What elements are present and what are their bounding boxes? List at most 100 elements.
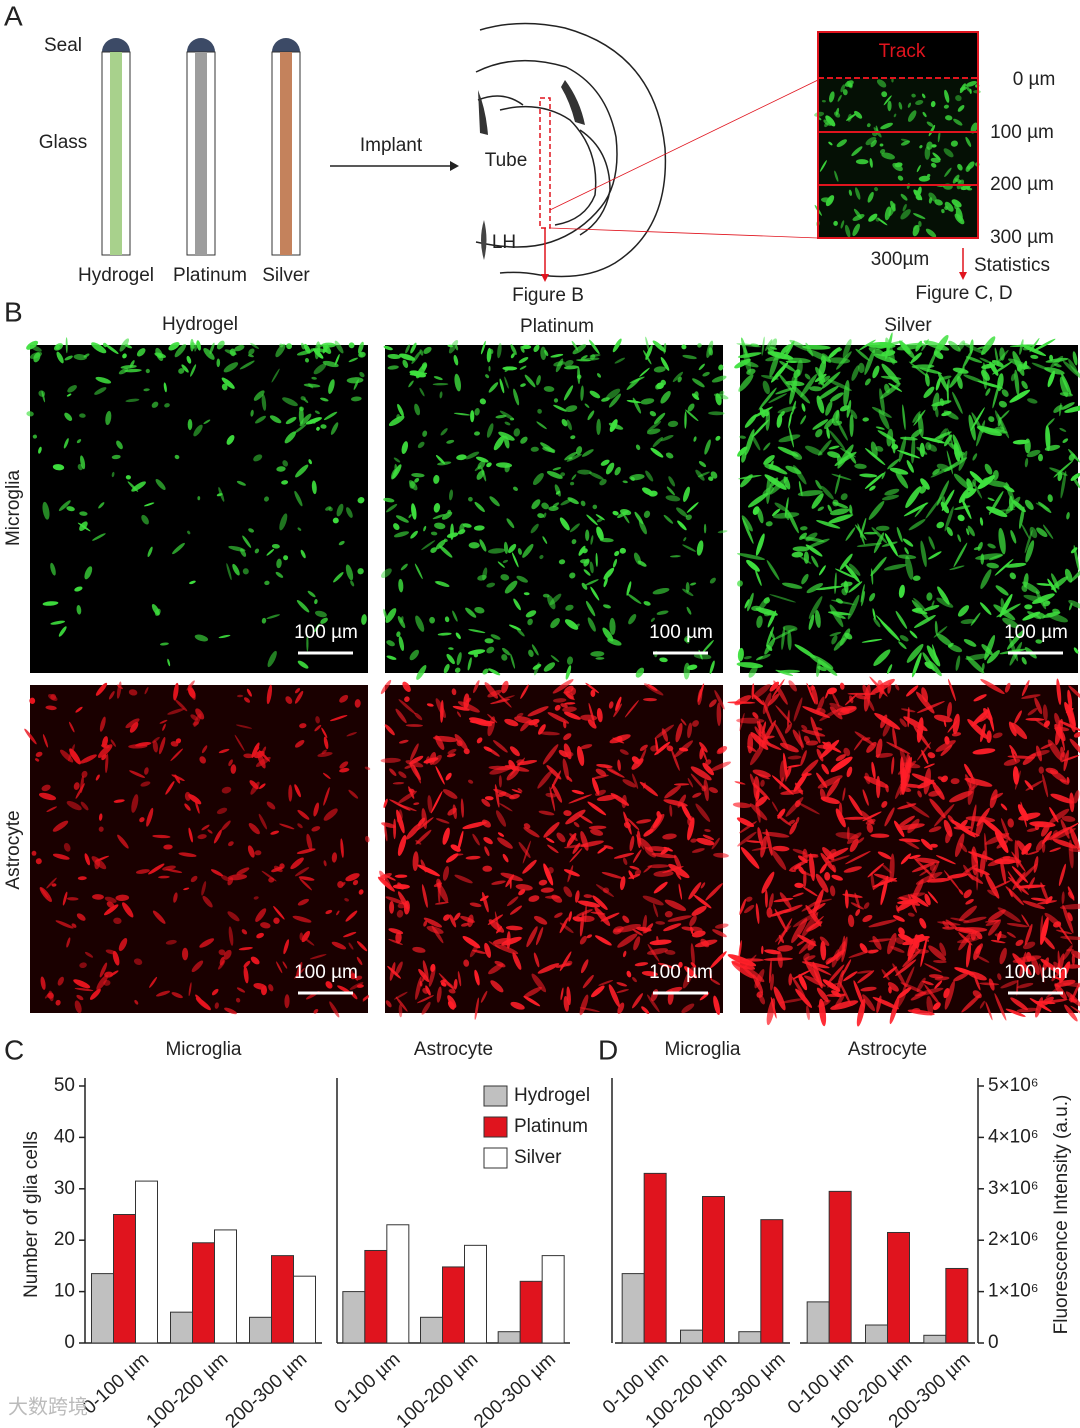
cell	[338, 540, 345, 546]
cell	[416, 664, 427, 680]
cell	[601, 397, 610, 402]
cell	[959, 905, 977, 921]
cell	[549, 786, 556, 812]
cell	[392, 781, 405, 785]
cell	[1047, 578, 1057, 593]
cell	[667, 420, 679, 428]
cell	[508, 543, 517, 554]
cell	[255, 908, 267, 922]
cell	[928, 192, 937, 202]
cell	[510, 905, 522, 915]
cell	[73, 979, 91, 989]
cell	[763, 454, 775, 465]
cell	[495, 462, 513, 468]
cell	[595, 884, 615, 898]
cell	[50, 620, 65, 625]
cell	[349, 973, 357, 980]
cell	[795, 816, 800, 825]
cell	[863, 902, 870, 909]
cell	[762, 831, 790, 838]
cell	[675, 722, 683, 743]
cell	[410, 530, 418, 539]
cell	[1045, 896, 1053, 905]
cell	[789, 822, 798, 835]
cell	[162, 723, 166, 731]
cell	[513, 428, 521, 437]
cell	[50, 693, 57, 700]
bar	[702, 1196, 725, 1344]
cell	[484, 796, 494, 801]
cell	[834, 348, 843, 353]
cell	[589, 472, 604, 480]
cell	[590, 354, 596, 360]
cell	[570, 435, 576, 440]
chart-title: Astrocyte	[414, 1039, 493, 1060]
cell	[1027, 398, 1038, 404]
cell	[596, 418, 601, 435]
cell	[590, 586, 600, 601]
cell	[513, 598, 521, 611]
cell	[942, 920, 950, 928]
chart-title: Microglia	[165, 1039, 241, 1060]
cell	[513, 486, 518, 491]
cell	[891, 77, 894, 83]
cell	[759, 407, 765, 418]
x-tick-label: 100-200 µm	[143, 1349, 233, 1428]
cell	[129, 722, 139, 733]
cell	[628, 614, 637, 625]
cell	[662, 833, 677, 840]
cell	[144, 686, 149, 695]
cell	[596, 763, 613, 769]
cell	[933, 714, 953, 723]
cell	[590, 651, 605, 657]
cell	[393, 818, 397, 840]
cell	[273, 917, 280, 924]
cell	[798, 974, 808, 991]
cell	[864, 472, 885, 490]
cell	[1042, 704, 1048, 722]
cell	[709, 577, 716, 584]
cell	[588, 702, 596, 726]
cell	[680, 718, 687, 726]
zoom-frame	[817, 31, 979, 239]
cell	[840, 84, 846, 93]
cell	[629, 473, 645, 481]
cell	[1044, 444, 1061, 451]
cell	[575, 890, 580, 903]
cell	[528, 719, 540, 726]
cell	[400, 563, 408, 571]
cell	[900, 982, 927, 995]
cell	[751, 684, 771, 700]
cell	[481, 467, 487, 482]
cell	[216, 493, 223, 497]
cell	[395, 515, 409, 523]
cell	[488, 382, 499, 393]
cell	[740, 846, 760, 869]
cell	[603, 577, 608, 588]
cell	[660, 391, 671, 404]
cell	[140, 781, 151, 787]
cell	[951, 199, 962, 208]
cell	[987, 889, 998, 897]
cell	[849, 838, 859, 853]
cell	[737, 831, 757, 847]
cell	[634, 869, 642, 876]
cell	[512, 952, 522, 970]
cell	[77, 876, 87, 881]
cell	[783, 752, 788, 780]
cell	[605, 462, 615, 475]
cell	[785, 360, 798, 364]
cell	[462, 821, 487, 830]
cell	[833, 220, 838, 226]
cell	[864, 349, 876, 376]
cell	[895, 684, 900, 691]
cell	[571, 789, 585, 795]
cell	[1039, 963, 1045, 983]
cell	[323, 411, 338, 421]
cell	[874, 712, 901, 730]
cell	[51, 883, 57, 887]
cell	[970, 122, 978, 134]
cell	[622, 480, 628, 484]
cell	[907, 912, 915, 917]
cell	[297, 809, 310, 820]
